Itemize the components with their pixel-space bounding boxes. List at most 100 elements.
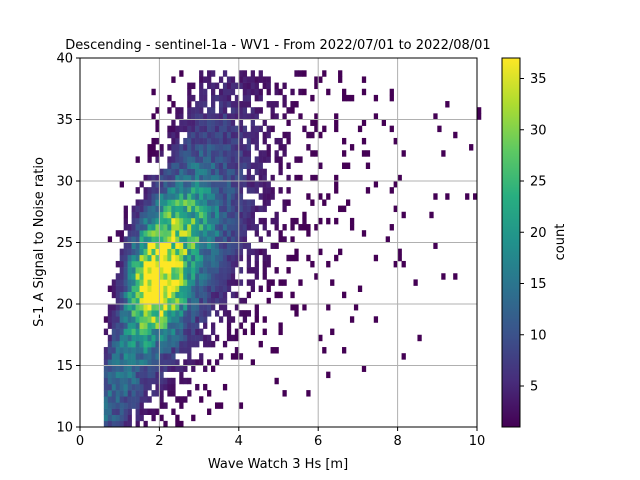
heatmap-cell xyxy=(290,236,295,243)
heatmap-cell xyxy=(211,267,216,274)
heatmap-cell xyxy=(127,377,132,385)
heatmap-cell xyxy=(155,230,160,237)
heatmap-cell xyxy=(326,88,331,96)
heatmap-cell xyxy=(222,119,228,126)
heatmap-cell xyxy=(191,162,196,169)
heatmap-cell xyxy=(262,248,267,256)
heatmap-cell xyxy=(123,390,128,397)
heatmap-cell xyxy=(191,144,196,151)
heatmap-cell xyxy=(131,402,136,409)
heatmap-cell xyxy=(183,248,188,256)
heatmap-cell xyxy=(211,125,216,133)
heatmap-cell xyxy=(203,156,208,163)
heatmap-cell xyxy=(203,125,208,133)
heatmap-cell xyxy=(155,193,160,200)
heatmap-cell xyxy=(262,193,267,200)
heatmap-cell xyxy=(111,279,117,286)
heatmap-cell xyxy=(453,273,458,280)
heatmap-cell xyxy=(195,359,200,366)
heatmap-cell xyxy=(119,285,124,292)
heatmap-cell xyxy=(139,199,144,206)
heatmap-cell xyxy=(103,402,109,409)
heatmap-cell xyxy=(123,402,128,409)
heatmap-cell xyxy=(139,402,144,409)
heatmap-cell xyxy=(119,291,124,299)
heatmap-cell xyxy=(119,322,124,329)
heatmap-cell xyxy=(143,242,148,249)
heatmap-cell xyxy=(175,242,180,249)
heatmap-cell xyxy=(175,193,180,200)
heatmap-cell xyxy=(155,236,160,243)
heatmap-cell xyxy=(242,310,248,317)
heatmap-cell xyxy=(167,383,172,391)
heatmap-cell xyxy=(199,131,204,139)
heatmap-cell xyxy=(258,94,263,102)
heatmap-cell xyxy=(183,199,188,206)
heatmap-cell xyxy=(127,248,132,256)
heatmap-cell xyxy=(222,242,228,249)
heatmap-cell xyxy=(314,150,319,157)
heatmap-cell xyxy=(175,181,180,188)
heatmap-cell xyxy=(187,297,192,305)
heatmap-cell xyxy=(155,119,160,126)
heatmap-cell xyxy=(207,174,212,182)
heatmap-cell xyxy=(195,279,200,286)
heatmap-cell xyxy=(226,322,232,329)
heatmap-cell xyxy=(123,347,128,354)
heatmap-cell xyxy=(131,242,136,249)
heatmap-cell xyxy=(226,88,232,96)
heatmap-cell xyxy=(234,113,240,120)
heatmap-cell xyxy=(254,267,259,274)
y-tick-label: 25 xyxy=(56,236,73,251)
heatmap-cell xyxy=(159,224,164,231)
heatmap-cell xyxy=(230,82,236,90)
heatmap-cell xyxy=(278,168,283,176)
heatmap-cell xyxy=(318,131,323,139)
heatmap-cell xyxy=(278,144,283,151)
heatmap-cell xyxy=(175,291,180,299)
heatmap-cell xyxy=(183,150,188,157)
heatmap-cell xyxy=(123,371,128,379)
heatmap-cell xyxy=(373,181,379,188)
x-tick-label: 6 xyxy=(314,434,322,449)
heatmap-cell xyxy=(159,414,164,422)
colorbar-tick-label: 5 xyxy=(530,380,538,395)
heatmap-cell xyxy=(246,242,252,249)
heatmap-cell xyxy=(123,211,128,219)
heatmap-cell xyxy=(175,322,180,329)
heatmap-cell xyxy=(159,377,164,385)
heatmap-cell xyxy=(282,82,287,90)
heatmap-cell xyxy=(226,217,232,225)
heatmap-cell xyxy=(203,94,208,102)
heatmap-cell xyxy=(207,187,212,194)
heatmap-cell xyxy=(147,267,152,274)
heatmap-cell xyxy=(203,365,208,372)
heatmap-cell xyxy=(397,248,402,256)
heatmap-cell xyxy=(119,365,124,372)
heatmap-cell xyxy=(238,236,244,243)
heatmap-cell xyxy=(234,94,240,102)
heatmap-cell xyxy=(254,248,259,256)
heatmap-cell xyxy=(207,156,212,163)
heatmap-cell xyxy=(234,144,240,151)
heatmap-cell xyxy=(155,347,160,354)
heatmap-cell xyxy=(214,125,220,133)
heatmap-cell xyxy=(258,76,263,83)
heatmap-cell xyxy=(203,199,208,206)
heatmap-cell xyxy=(262,199,267,206)
heatmap-cell xyxy=(175,420,180,428)
heatmap-cell xyxy=(167,94,172,102)
heatmap-cell xyxy=(151,328,156,336)
heatmap-cell xyxy=(286,119,291,126)
heatmap-cell xyxy=(266,254,271,262)
heatmap-cell xyxy=(199,156,204,163)
heatmap-cell xyxy=(270,279,275,286)
heatmap-cell xyxy=(167,254,172,262)
heatmap-cell xyxy=(151,322,156,329)
heatmap-cell xyxy=(254,273,259,280)
heatmap-cell xyxy=(211,217,216,225)
heatmap-cell xyxy=(155,371,160,379)
heatmap-cell xyxy=(147,377,152,385)
heatmap-cell xyxy=(207,131,212,139)
heatmap-cell xyxy=(167,248,172,256)
